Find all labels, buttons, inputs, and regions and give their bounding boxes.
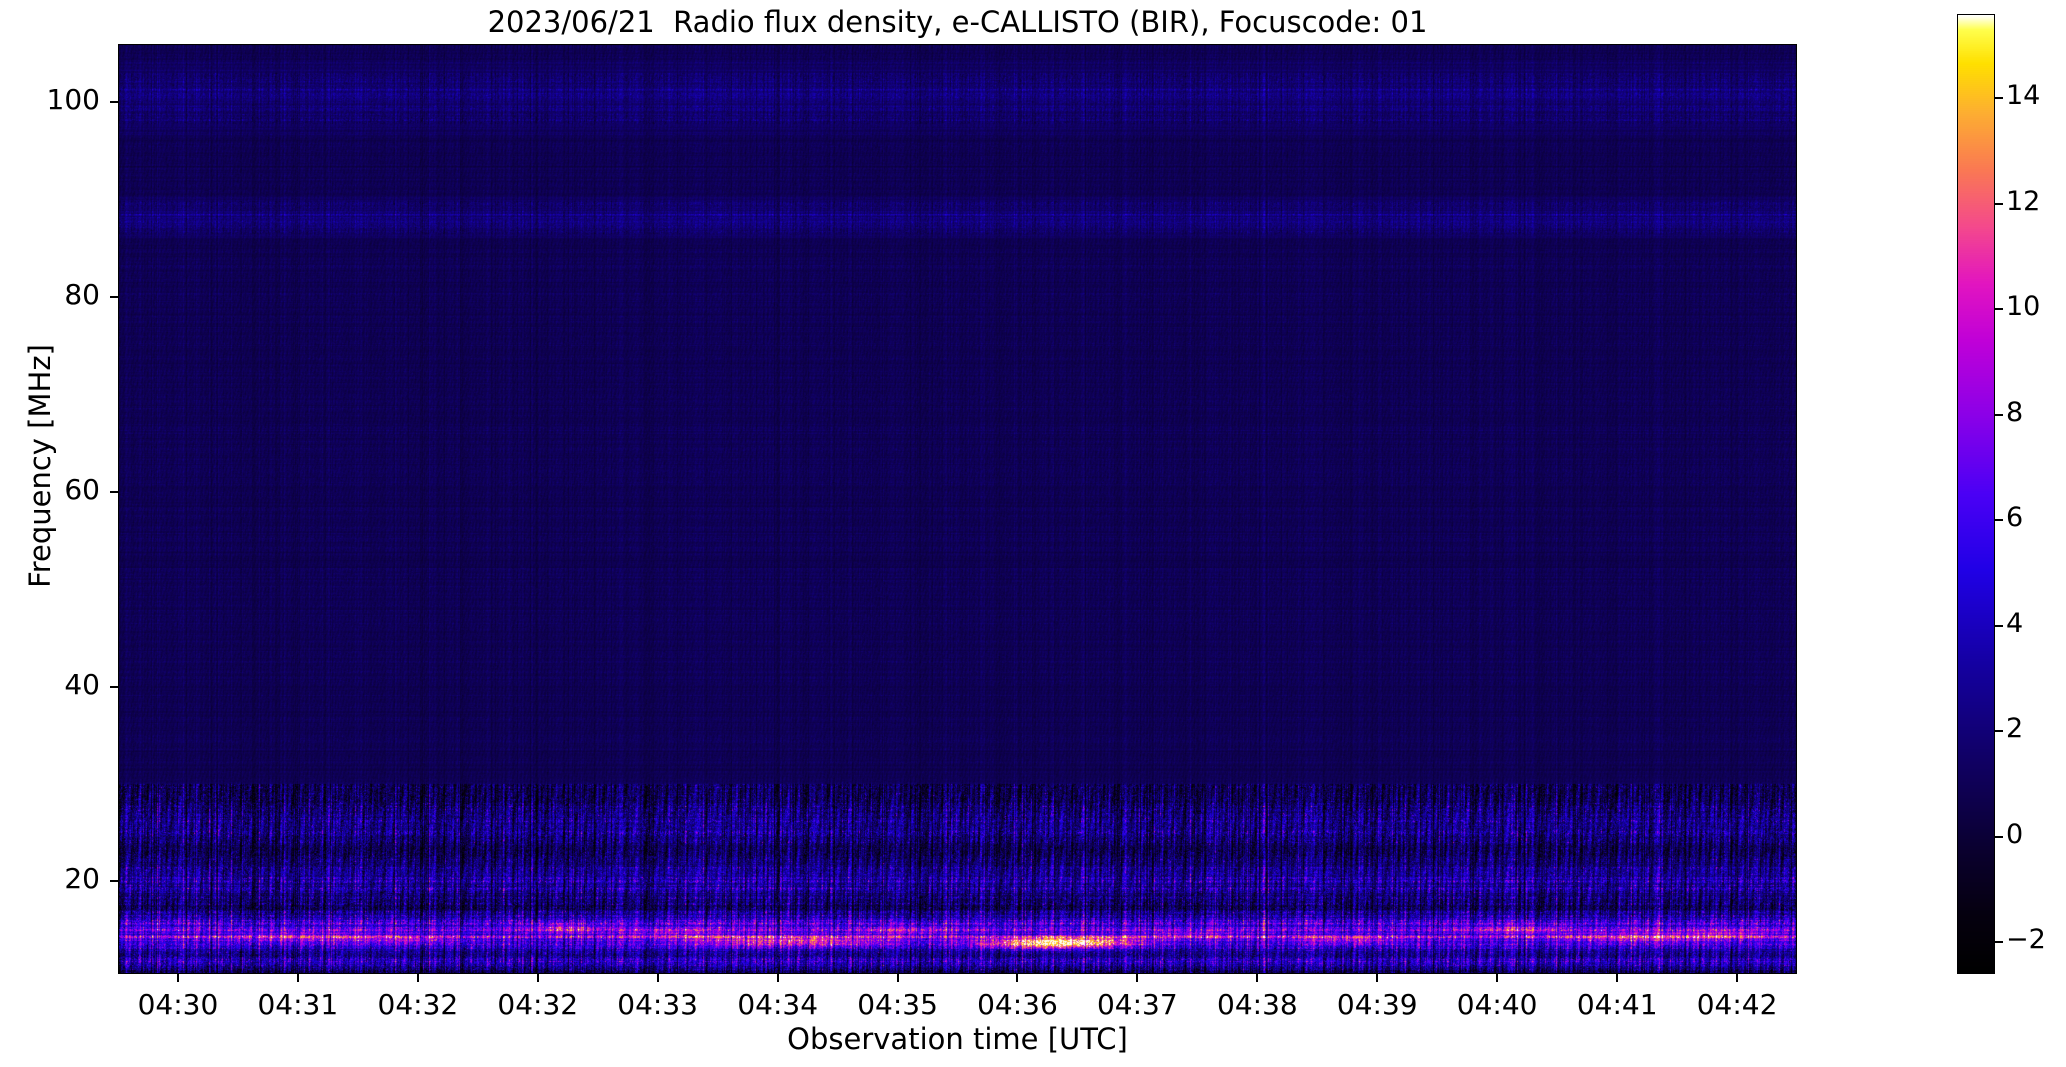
colorbar-tick-mark: [1995, 835, 2003, 838]
x-tick-label: 04:41: [1576, 988, 1658, 1021]
colorbar-tick-mark: [1995, 308, 2003, 311]
y-tick-mark: [110, 490, 118, 493]
colorbar-tick-label: 10: [2006, 291, 2041, 323]
x-tick-mark: [776, 974, 779, 982]
x-tick-mark: [1136, 974, 1139, 982]
x-tick-mark: [1496, 974, 1499, 982]
x-tick-mark: [176, 974, 179, 982]
x-tick-mark: [296, 974, 299, 982]
colorbar-tick-mark: [1995, 519, 2003, 522]
x-tick-mark: [1736, 974, 1739, 982]
x-tick-label: 04:31: [257, 988, 339, 1021]
x-tick-mark: [1016, 974, 1019, 982]
colorbar-tick-mark: [1995, 624, 2003, 627]
colorbar-tick-label: 2: [2006, 713, 2024, 745]
x-tick-label: 04:38: [1217, 988, 1298, 1021]
y-axis-label: Frequency [MHz]: [23, 344, 57, 588]
x-tick-label: 04:36: [977, 988, 1058, 1021]
y-tick-mark: [110, 101, 118, 104]
x-tick-mark: [896, 974, 899, 982]
x-tick-mark: [1616, 974, 1619, 982]
page-title: 2023/06/21 Radio flux density, e-CALLIST…: [487, 5, 1428, 39]
colorbar-tick-mark: [1995, 202, 2003, 205]
colorbar-tick-label: −2: [2006, 924, 2046, 956]
y-tick-mark: [110, 880, 118, 883]
x-tick-label: 04:30: [137, 988, 219, 1021]
x-tick-label: 04:39: [1336, 988, 1418, 1021]
colorbar[interactable]: [1957, 14, 1995, 974]
colorbar-tick-label: 4: [2006, 607, 2024, 639]
colorbar-tick-label: 14: [2006, 80, 2041, 112]
x-tick-mark: [536, 974, 539, 982]
x-tick-label: 04:32: [377, 988, 459, 1021]
y-tick-mark: [110, 296, 118, 299]
colorbar-tick-label: 0: [2006, 818, 2024, 850]
x-tick-mark: [416, 974, 419, 982]
x-tick-mark: [1376, 974, 1379, 982]
spectrogram-axes[interactable]: [118, 44, 1797, 974]
colorbar-tick-mark: [1995, 941, 2003, 944]
x-tick-mark: [1256, 974, 1259, 982]
y-tick-mark: [110, 685, 118, 688]
x-tick-label: 04:34: [737, 988, 819, 1021]
y-tick-label: 60: [64, 472, 100, 506]
y-tick-label: 20: [64, 862, 100, 896]
x-tick-label: 04:42: [1696, 988, 1778, 1021]
colorbar-tick-label: 8: [2006, 396, 2024, 428]
x-tick-label: 04:35: [857, 988, 938, 1021]
x-tick-label: 04:33: [617, 988, 698, 1021]
y-tick-label: 100: [46, 83, 100, 117]
colorbar-gradient: [1958, 15, 1994, 973]
y-tick-label: 80: [64, 278, 100, 312]
colorbar-tick-label: 12: [2006, 185, 2041, 217]
x-tick-label: 04:32: [497, 988, 579, 1021]
colorbar-tick-label: 6: [2006, 502, 2024, 534]
x-tick-label: 04:40: [1456, 988, 1538, 1021]
x-axis-label: Observation time [UTC]: [787, 1022, 1128, 1056]
spectrogram-image[interactable]: [119, 45, 1796, 973]
x-tick-mark: [656, 974, 659, 982]
colorbar-tick-mark: [1995, 413, 2003, 416]
y-tick-label: 40: [64, 667, 100, 701]
colorbar-tick-mark: [1995, 97, 2003, 100]
x-tick-label: 04:37: [1096, 988, 1178, 1021]
colorbar-tick-mark: [1995, 730, 2003, 733]
